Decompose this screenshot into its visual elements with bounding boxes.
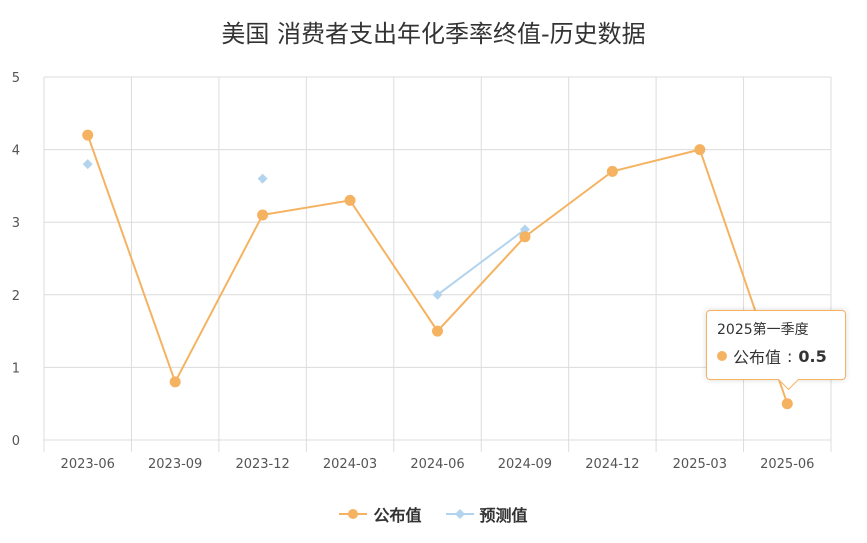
forecast-point: [82, 159, 93, 170]
y-tick-label: 2: [12, 289, 20, 304]
forecast-point: [257, 173, 268, 184]
x-tick-label: 2023-12: [235, 457, 289, 472]
published-point: [781, 398, 793, 410]
legend-item-published[interactable]: 公布值: [339, 502, 422, 526]
x-tick-label: 2024-09: [498, 457, 552, 472]
x-tick-label: 2024-03: [323, 457, 377, 472]
published-point: [606, 165, 618, 177]
published-point: [169, 376, 181, 388]
tooltip-row: 公布值: 0.5: [717, 344, 835, 368]
tooltip-marker-icon: [717, 351, 727, 361]
published-point: [432, 325, 443, 337]
chart-title: 美国 消费者支出年化季率终值-历史数据: [221, 20, 646, 48]
y-tick-label: 3: [12, 216, 20, 231]
series-layer: [82, 129, 793, 410]
x-tick-label: 2025-06: [760, 457, 814, 472]
data-tooltip: 2025第一季度 公布值: 0.5: [706, 310, 846, 391]
forecast-line-icon: [445, 509, 474, 519]
forecast-line: [436, 228, 526, 296]
grid: [43, 76, 832, 452]
published-point: [694, 144, 706, 156]
legend-label-forecast: 预测值: [479, 506, 528, 525]
y-tick-label: 0: [12, 434, 20, 449]
legend: 公布值 预测值: [0, 500, 867, 528]
x-tick-label: 2023-06: [61, 457, 115, 472]
legend-label-published: 公布值: [373, 506, 422, 525]
published-point: [344, 194, 356, 206]
tooltip-series-name: 公布值: [733, 348, 782, 367]
y-tick-label: 1: [12, 361, 20, 376]
forecast-point: [432, 289, 443, 300]
tooltip-value: 0.5: [798, 346, 827, 366]
y-tick-label: 4: [12, 144, 20, 159]
x-tick-label: 2023-09: [148, 457, 202, 472]
tooltip-title: 2025第一季度: [717, 322, 809, 338]
published-point: [519, 231, 531, 243]
x-tick-label: 2024-12: [585, 457, 639, 472]
y-tick-label: 5: [12, 71, 20, 86]
x-tick-label: 2025-03: [673, 457, 727, 472]
legend-item-forecast[interactable]: 预测值: [445, 502, 528, 526]
published-point: [82, 129, 94, 141]
published-line: [86, 134, 789, 405]
published-point: [257, 209, 269, 221]
tooltip-colon: :: [787, 346, 793, 366]
published-line-icon: [339, 509, 368, 519]
axes: 0 1 2 3 4 5 2023-06 2023-09 2023-12 2024-03 2024-0…: [12, 71, 815, 472]
x-tick-label: 2024-06: [410, 457, 464, 472]
